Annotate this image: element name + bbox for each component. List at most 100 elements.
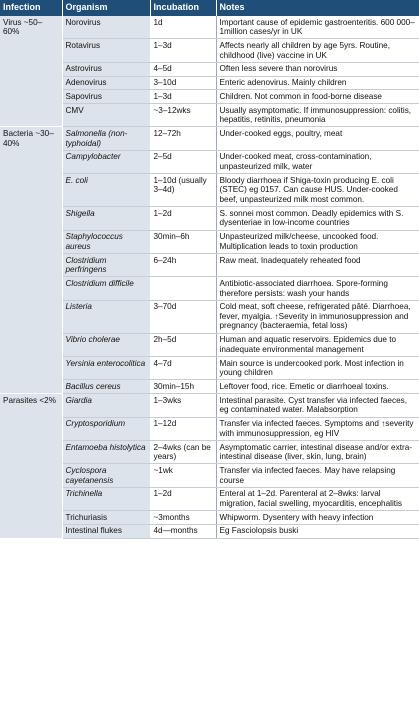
header-organism: Organism [62, 0, 151, 16]
incubation-cell: 1–12d [150, 417, 217, 441]
organism-cell: Clostridium difficile [62, 276, 151, 301]
organism-cell: Salmonella (non-typhoidal) [62, 126, 151, 151]
notes-cell: Children. Not common in food-borne disea… [216, 89, 419, 105]
table-row: Listeria 3–70d Cold meat, soft cheese, ref… [0, 300, 419, 334]
incubation-cell: 1d [150, 16, 217, 40]
notes-cell: Usually asymptomatic. If immunosuppressi… [216, 103, 419, 128]
organism-cell: Giardia [62, 393, 151, 418]
notes-cell: Often less severe than norovirus [216, 62, 419, 77]
organism-cell: Trichinella [62, 487, 151, 512]
table-row: Sapovirus 1–3d Children. Not common in foo… [0, 89, 419, 105]
table-row: Virus ~50–60% Norovirus 1d Important cause … [0, 16, 419, 128]
incubation-cell: 1–3d [150, 89, 217, 105]
table-body: Virus ~50–60% Norovirus 1d Important cause … [0, 16, 419, 539]
table-row: Adenovirus 3–10d Enteric adenovirus. Mainl… [0, 76, 419, 91]
table-row: Bacteria ~30–40% Salmonella (non-typhoida… [0, 126, 419, 395]
incubation-cell: 2–5d [150, 150, 217, 175]
table-row: Vibrio cholerae 2h–5d Human and aquatic re… [0, 333, 419, 358]
header-row: Infection Organism Incubation Notes [0, 0, 419, 16]
incubation-cell: 2h–5d [150, 333, 217, 358]
incubation-cell [150, 276, 217, 301]
organism-cell: Sapovirus [62, 89, 151, 105]
table-row: Clostridium difficile Antibiotic-associat… [0, 276, 419, 301]
organism-cell: Adenovirus [62, 76, 151, 91]
organism-cell: Vibrio cholerae [62, 333, 151, 358]
table-row: Cryptosporidium 1–12d Transfer via infecte… [0, 417, 419, 441]
incubation-cell: ~3–12wks [150, 103, 217, 128]
table-row: Staphylococcus aureus 30min–6h Unpasteuriz… [0, 230, 419, 254]
incubation-cell: 12–72h [150, 126, 217, 151]
notes-cell: Enteral at 1–2d. Parenteral at 2–8wks: l… [216, 487, 419, 512]
table-row: Parasites <2% Giardia 1–3wks Intestinal par… [0, 393, 419, 539]
table-row: Cyclospora cayetanensis ~1wk Transfer via … [0, 463, 419, 488]
incubation-cell: 30min–6h [150, 230, 217, 254]
notes-cell: Important cause of epidemic gastroenteri… [216, 16, 419, 40]
table-row: Rotavirus 1–3d Affects nearly all children… [0, 38, 419, 63]
incubation-cell: 2–4wks (can be years) [150, 440, 217, 465]
table-row: Bacillus cereus 30min–15h Leftover food, r… [0, 379, 419, 395]
notes-cell: Leftover food, rice. Emetic or diarrhoea… [216, 379, 419, 395]
incubation-cell: 1–3wks [150, 393, 217, 418]
incubation-cell: 6–24h [150, 253, 217, 278]
notes-cell: Antibiotic-associated diarrhoea. Spore-f… [216, 276, 419, 301]
notes-cell: Asymptomatic carrier, intestinal disease… [216, 440, 419, 465]
organism-cell: Rotavirus [62, 38, 151, 63]
table-row: CMV ~3–12wks Usually asymptomatic. If immu… [0, 103, 419, 128]
notes-cell: Bloody diarrhoea if Shiga-toxin producin… [216, 173, 419, 208]
organism-cell: E. coli [62, 173, 151, 208]
notes-cell: Unpasteurized milk/cheese, uncooked food… [216, 230, 419, 254]
organism-cell: Entamoeba histolytica [62, 440, 151, 465]
notes-cell: Transfer via infected faeces. May have r… [216, 463, 419, 488]
organism-cell: Trichuriasis [62, 510, 151, 525]
table-row: Clostridium perfringens 6–24h Raw meat. In… [0, 253, 419, 278]
incubation-cell: 1–10d (usually 3–4d) [150, 173, 217, 208]
notes-cell: Human and aquatic reservoirs. Epidemics … [216, 333, 419, 358]
organism-cell: Staphylococcus aureus [62, 230, 151, 254]
incubation-cell: ~3months [150, 510, 217, 525]
organism-cell: Campylobacter [62, 150, 151, 175]
incubation-cell: 3–70d [150, 300, 217, 334]
notes-cell: Whipworm. Dysentery with heavy infection [216, 510, 419, 525]
notes-cell: Intestinal parasite. Cyst transfer via i… [216, 393, 419, 418]
incubation-cell: 4–7d [150, 356, 217, 381]
table-row: Entamoeba histolytica 2–4wks (can be year… [0, 440, 419, 465]
organism-cell: CMV [62, 103, 151, 128]
gastroenteritis-table: Infection Organism Incubation Notes Viru… [0, 0, 419, 539]
incubation-cell: 4–5d [150, 62, 217, 77]
notes-cell: Under-cooked meat, cross-contamination, … [216, 150, 419, 175]
notes-cell: Raw meat. Inadequately reheated food [216, 253, 419, 278]
table-row: E. coli 1–10d (usually 3–4d) Bloody diarrh… [0, 173, 419, 208]
incubation-cell: 3–10d [150, 76, 217, 91]
table-row: Shigella 1–2d S. sonnei most common. Deadl… [0, 206, 419, 231]
table-row: Trichinella 1–2d Enteral at 1–2d. Parenter… [0, 487, 419, 512]
header-infection: Infection [0, 0, 63, 16]
table-row: Trichuriasis ~3months Whipworm. Dysentery … [0, 510, 419, 525]
incubation-cell: 30min–15h [150, 379, 217, 395]
notes-cell: Eg Fasciolopsis buski [216, 524, 419, 539]
notes-cell: Cold meat, soft cheese, refrigerated pât… [216, 300, 419, 334]
notes-cell: S. sonnei most common. Deadly epidemics … [216, 206, 419, 231]
organism-cell: Norovirus [62, 16, 151, 40]
table-row: Campylobacter 2–5d Under-cooked meat, cros… [0, 150, 419, 175]
incubation-cell: 1–3d [150, 38, 217, 63]
organism-cell: Cyclospora cayetanensis [62, 463, 151, 488]
incubation-cell: 1–2d [150, 206, 217, 231]
infection-group-label: Bacteria ~30–40% [0, 126, 63, 395]
infection-group-label: Parasites <2% [0, 393, 63, 539]
header-notes: Notes [216, 0, 419, 16]
organism-cell: Shigella [62, 206, 151, 231]
organism-cell: Cryptosporidium [62, 417, 151, 441]
header-incubation: Incubation [150, 0, 217, 16]
table-row: Intestinal flukes 4d—months Eg Fasciolopsi… [0, 524, 419, 539]
incubation-cell: 1–2d [150, 487, 217, 512]
notes-cell: Affects nearly all children by age 5yrs.… [216, 38, 419, 63]
notes-cell: Main source is undercooked pork. Most in… [216, 356, 419, 381]
table-row: Yersinia enterocolitica 4–7d Main source i… [0, 356, 419, 381]
notes-cell: Under-cooked eggs, poultry, meat [216, 126, 419, 151]
organism-cell: Listeria [62, 300, 151, 334]
notes-cell: Enteric adenovirus. Mainly children [216, 76, 419, 91]
organism-cell: Bacillus cereus [62, 379, 151, 395]
organism-cell: Intestinal flukes [62, 524, 151, 539]
notes-cell: Transfer via infected faeces. Symptoms a… [216, 417, 419, 441]
incubation-cell: ~1wk [150, 463, 217, 488]
